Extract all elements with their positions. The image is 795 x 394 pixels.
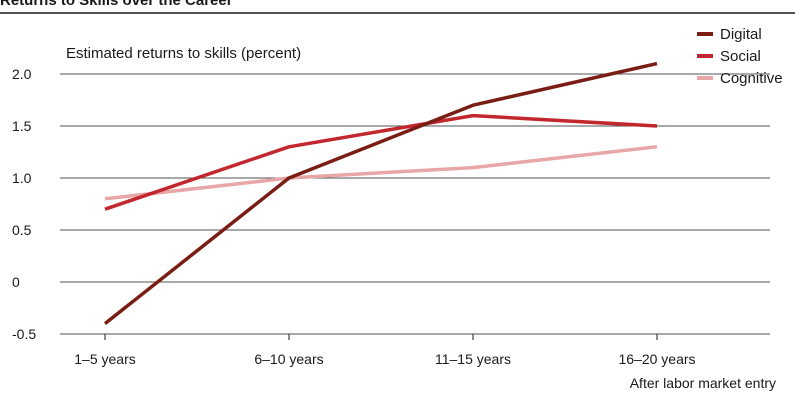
x-tick-label: 11–15 years bbox=[435, 351, 511, 367]
y-axis-label: Estimated returns to skills (percent) bbox=[66, 45, 301, 62]
y-tick-label: 0 bbox=[12, 274, 20, 290]
x-axis-label: After labor market entry bbox=[630, 375, 776, 391]
x-axis-tick-labels: 1–5 years 6–10 years 11–15 years 16–20 year… bbox=[74, 334, 696, 367]
legend-label-digital: Digital bbox=[720, 26, 762, 43]
x-tick-label: 1–5 years bbox=[74, 351, 135, 367]
y-tick-label: 1.5 bbox=[12, 118, 32, 134]
series-line-social bbox=[104, 113, 658, 211]
x-tick-label: 6–10 years bbox=[254, 351, 323, 367]
series-line-cognitive bbox=[104, 145, 658, 201]
legend-label-cognitive: Cognitive bbox=[720, 70, 783, 87]
series-line-digital bbox=[103, 61, 658, 325]
gridlines bbox=[60, 73, 770, 335]
legend: Digital Social Cognitive bbox=[697, 26, 783, 87]
y-tick-label: 2.0 bbox=[12, 66, 32, 82]
series-lines bbox=[103, 61, 658, 325]
y-tick-label: 0.5 bbox=[12, 222, 32, 238]
chart-title: Returns to Skills over the Career bbox=[0, 0, 233, 9]
y-tick-label: -0.5 bbox=[12, 326, 36, 342]
legend-label-social: Social bbox=[720, 48, 761, 65]
y-axis-tick-labels: -0.5 0 0.5 1.0 1.5 2.0 bbox=[12, 66, 36, 342]
y-tick-label: 1.0 bbox=[12, 170, 32, 186]
x-tick-label: 16–20 years bbox=[618, 351, 695, 367]
